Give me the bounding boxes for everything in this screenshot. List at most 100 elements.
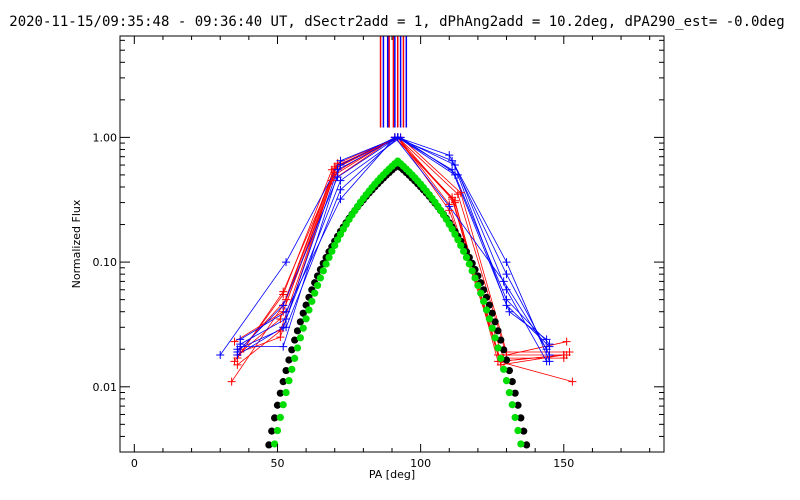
model-dot: [279, 378, 287, 386]
model-dot: [520, 427, 528, 435]
model-dot: [299, 324, 307, 332]
model-dot: [514, 401, 522, 409]
plus-marker: [333, 165, 342, 174]
plus-marker: [448, 193, 457, 202]
plus-marker: [282, 258, 291, 267]
model-dot: [276, 389, 284, 397]
model-dot: [291, 336, 299, 344]
model-dot: [325, 253, 333, 262]
plus-marker: [216, 350, 225, 359]
model-dot: [502, 356, 511, 364]
plus-marker: [502, 285, 511, 294]
model-dot: [336, 230, 345, 238]
x-tick-label: 0: [131, 457, 138, 470]
model-dot: [328, 247, 336, 255]
plus-marker: [393, 133, 402, 142]
model-dot: [511, 413, 519, 422]
plus-marker: [505, 307, 514, 316]
model-dot: [291, 354, 299, 362]
plus-marker: [562, 337, 571, 346]
model-dot: [273, 401, 282, 409]
model-dot: [497, 354, 505, 362]
model-dot: [491, 318, 499, 326]
plus-marker: [542, 335, 551, 344]
model-dot: [454, 236, 462, 244]
plus-marker: [282, 307, 291, 316]
plus-marker: [448, 165, 457, 174]
model-dot: [331, 241, 339, 250]
plus-marker: [227, 377, 236, 386]
model-dot: [500, 365, 508, 373]
plus-marker: [445, 151, 454, 160]
model-dot: [296, 318, 304, 326]
model-dot: [285, 377, 293, 385]
model-dot: [271, 414, 279, 422]
plus-marker: [445, 202, 454, 211]
model-dot: [293, 327, 302, 335]
model-dot: [288, 365, 296, 373]
plus-marker: [545, 342, 554, 351]
model-dot: [451, 230, 459, 238]
model-dot: [288, 346, 296, 354]
model-dot: [497, 336, 505, 344]
model-dot: [480, 297, 488, 305]
plus-marker: [327, 176, 336, 185]
model-dot: [268, 427, 276, 435]
model-dot: [482, 306, 491, 314]
plus-marker: [453, 170, 462, 179]
plus-marker: [336, 195, 345, 204]
model-dot: [305, 306, 313, 314]
model-dot: [511, 389, 519, 397]
model-dot: [485, 315, 493, 323]
model-dot: [474, 281, 482, 290]
y-tick-label: 0.10: [93, 256, 118, 269]
plus-marker: [282, 314, 291, 323]
model-dot: [477, 289, 485, 297]
model-dot: [313, 281, 322, 290]
plus-marker: [499, 277, 508, 286]
x-tick-label: 50: [270, 457, 284, 470]
plus-marker: [545, 350, 554, 359]
model-dot: [462, 253, 471, 262]
model-dot: [282, 388, 290, 397]
model-dot: [279, 401, 287, 409]
plus-marker: [456, 188, 465, 197]
plus-marker: [233, 360, 242, 369]
model-dot: [285, 356, 293, 364]
model-dot: [316, 274, 325, 282]
plus-marker: [336, 176, 345, 185]
plus-marker: [279, 323, 288, 332]
plus-marker: [236, 340, 245, 349]
model-dot: [311, 289, 319, 297]
plus-marker: [565, 348, 574, 357]
plus-marker: [279, 301, 288, 310]
model-dot: [459, 247, 468, 255]
plus-marker: [448, 156, 457, 165]
plus-marker: [233, 350, 242, 359]
plus-marker: [279, 342, 288, 351]
plus-marker: [279, 287, 288, 296]
model-dot: [471, 274, 479, 282]
model-dot: [308, 297, 316, 305]
model-dot: [465, 260, 473, 268]
plus-marker: [450, 161, 459, 170]
model-dot: [319, 267, 327, 275]
model-dot: [299, 309, 307, 317]
model-dot: [276, 413, 284, 422]
model-dot: [488, 309, 496, 317]
model-dot: [265, 441, 273, 449]
plus-marker: [542, 357, 551, 366]
plus-marker: [336, 161, 345, 170]
model-dot: [488, 324, 496, 332]
x-tick-label: 150: [553, 457, 574, 470]
model-dot: [508, 378, 516, 386]
plus-marker: [559, 350, 568, 359]
model-dot: [522, 441, 531, 449]
plus-marker: [276, 333, 285, 342]
plus-marker: [568, 377, 577, 386]
y-tick-label: 1.00: [93, 131, 118, 144]
model-dot: [296, 334, 304, 342]
model-dot: [322, 260, 330, 268]
model-dot: [508, 401, 516, 409]
